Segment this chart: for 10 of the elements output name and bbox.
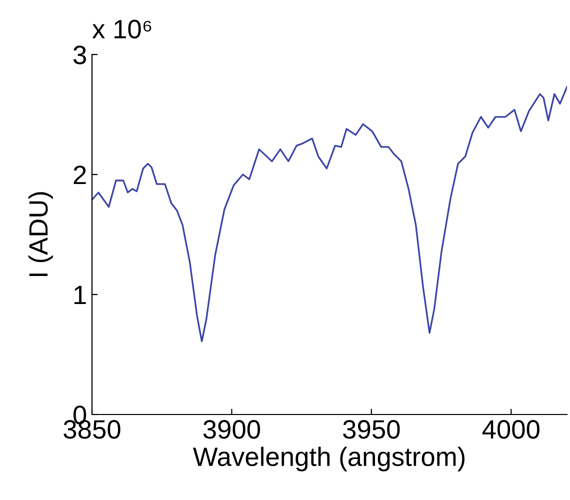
x-tick-label: 4000 (482, 420, 540, 439)
y-axis-title: I (ADU) (28, 192, 54, 276)
y-tick-label: 2 (74, 166, 86, 184)
x-tick-label: 3900 (203, 420, 260, 439)
y-tick-label: 3 (73, 46, 86, 64)
y-tick-label: 1 (74, 286, 86, 304)
x-tick-label: 3950 (343, 420, 400, 439)
text: x 10⁶ (92, 20, 152, 38)
x-axis-title: Wavelength (angstrom) (192, 446, 465, 472)
line-series (92, 86, 567, 342)
